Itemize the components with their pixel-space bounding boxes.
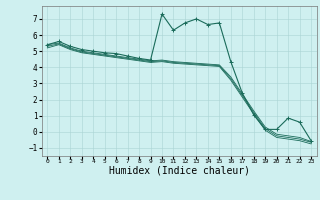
X-axis label: Humidex (Indice chaleur): Humidex (Indice chaleur) xyxy=(109,166,250,176)
